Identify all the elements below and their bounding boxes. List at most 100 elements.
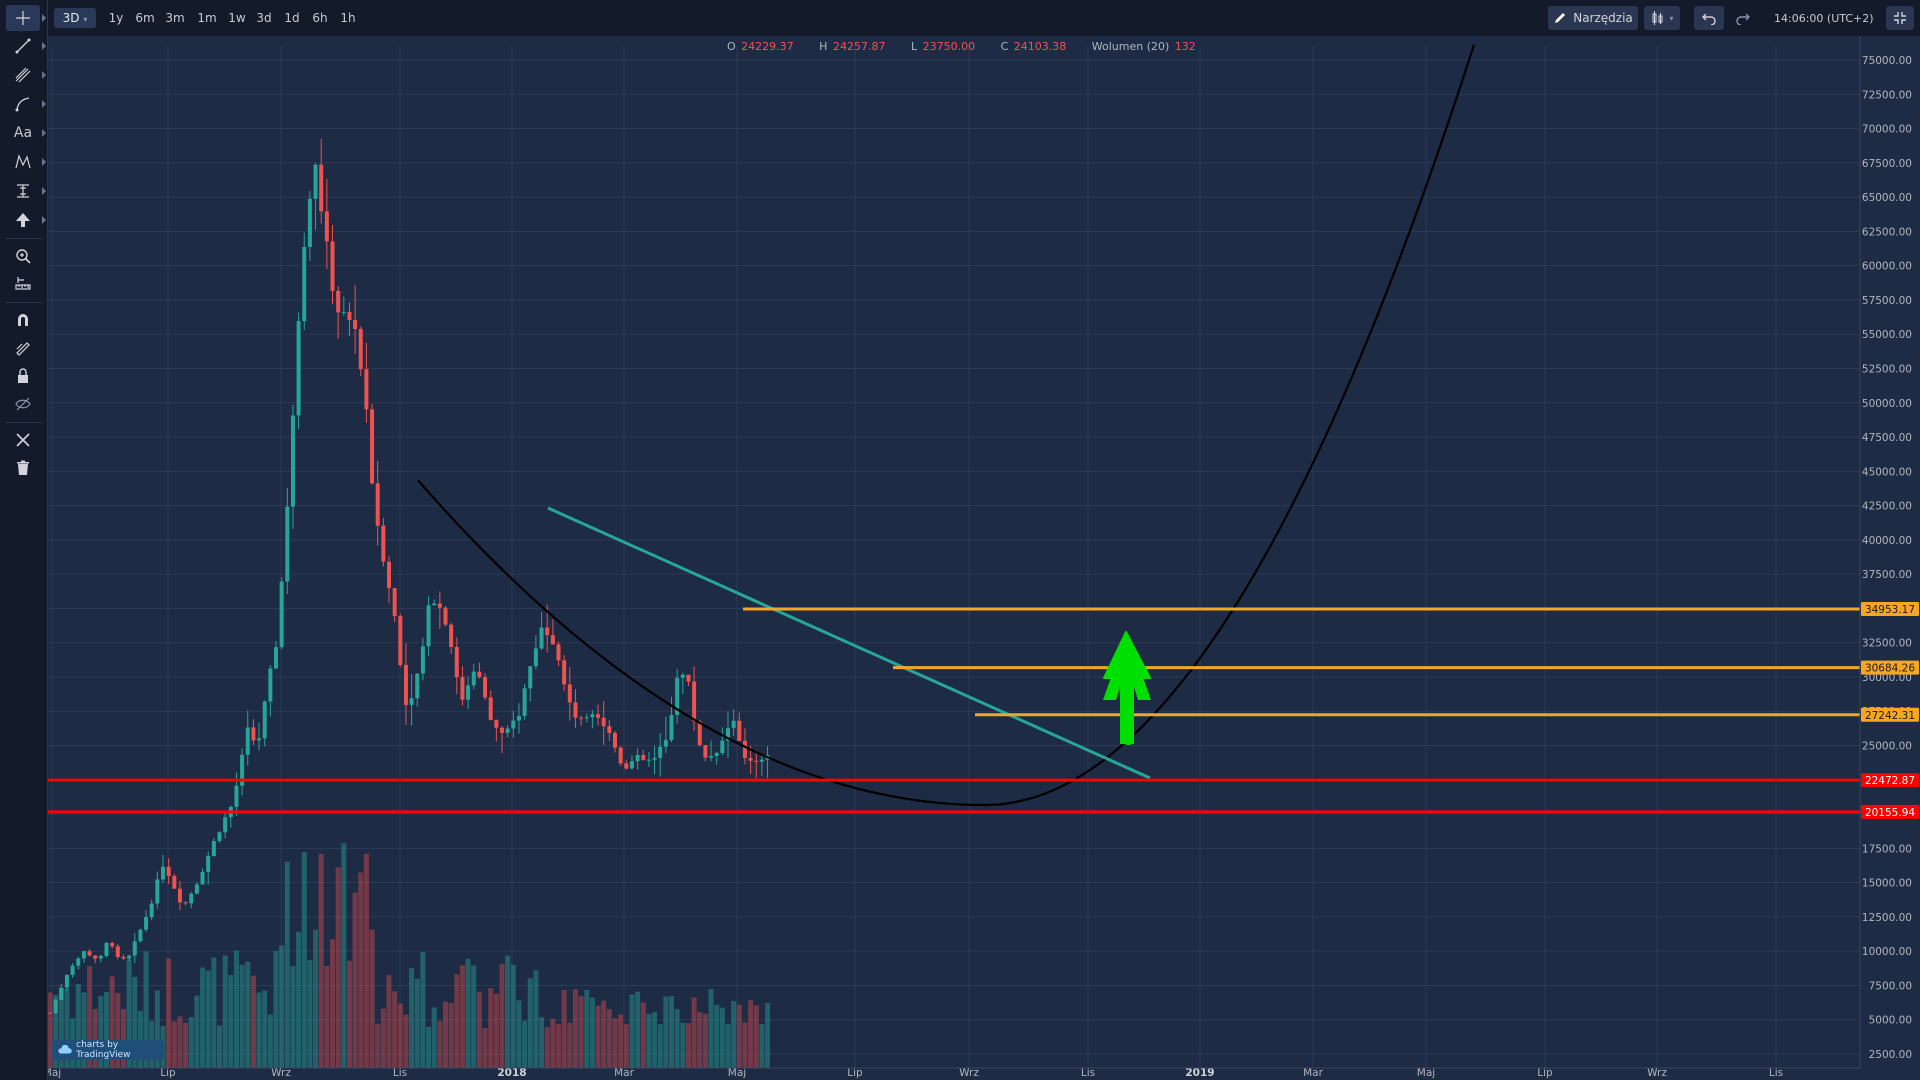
volume-bar [183,1022,189,1068]
ruler-tool[interactable] [6,271,40,297]
hide-drawings-tool[interactable] [6,391,40,417]
high-value: 24257.87 [832,40,886,53]
candles [48,138,770,1015]
candle-body [663,740,668,747]
fullscreen-button[interactable] [1886,6,1914,30]
drawing-mode-tool[interactable] [6,335,40,361]
price-tick-label: 2500.00 [1869,1049,1912,1061]
price-tick-label: 62500.00 [1862,226,1912,238]
zoom-tool[interactable] [6,243,40,269]
volume-bar [420,952,426,1068]
candle-body [426,605,431,647]
range-1w[interactable]: 1w [228,11,246,25]
volume-bar [369,929,375,1068]
candle-body [562,660,567,685]
price-tick-label: 72500.00 [1862,89,1912,101]
time-axis[interactable]: Maj Lip Wrz Lis 2018 Mar Maj Lip Wrz Lis 2019 Mar Ma… [43,1067,1860,1079]
range-6m[interactable]: 6m [135,11,155,25]
level-tag [1861,804,1919,819]
trend-line-tool[interactable] [6,33,46,59]
volume-bar [629,994,635,1068]
volume-bar [346,960,352,1068]
price-tick-label: 10000.00 [1862,946,1912,958]
candle-body [415,673,420,699]
delete-button[interactable] [6,455,40,481]
crosshair-tool[interactable] [6,5,46,31]
magnet-tool[interactable] [6,307,40,333]
tools-button[interactable]: Narzędzia [1548,6,1638,30]
clock: 14:06:00 (UTC+2) [1774,12,1874,25]
measure-tool[interactable] [6,178,46,204]
candle-body [200,872,205,885]
level-tag-label: 30684.26 [1865,663,1915,675]
time-tick-label: Wrz [1647,1067,1667,1079]
price-tick-label: 55000.00 [1862,329,1912,341]
volume-bar [714,1004,720,1068]
range-3d[interactable]: 3d [256,11,272,25]
price-tick-label: 75000.00 [1862,55,1912,67]
remove-tools-button[interactable] [6,427,40,453]
price-tick-label: 7500.00 [1869,980,1912,992]
volume-bar [522,1020,528,1068]
candle-body [511,720,516,729]
candle-body [432,603,437,606]
volume-bar [137,1010,143,1068]
volume-bar [279,945,285,1068]
volume-bar [561,990,567,1068]
volume-bar [233,950,239,1068]
pitchfork-tool[interactable] [6,62,46,88]
candle-body [104,942,109,956]
ohlc-legend: O 24229.37 H 24257.87 L 23750.00 C 24103… [727,40,1218,53]
tradingview-watermark[interactable]: charts by TradingView [52,1040,164,1060]
redo-button[interactable] [1728,6,1758,30]
price-axis[interactable]: 2500.00 5000.00 7500.00 10000.00 12500.00 150… [1859,0,1920,1080]
candle-body [53,999,58,1013]
pattern-tool[interactable] [6,149,46,175]
candle-body [81,951,86,959]
lock-icon [18,368,28,383]
candle-body [652,757,657,760]
price-tick-label: 70000.00 [1862,124,1912,136]
volume-bar [352,892,358,1068]
lock-tool[interactable] [6,363,40,389]
candle-body [488,697,493,720]
candle-body [98,955,103,959]
brush-tool[interactable] [6,91,46,117]
volume-bar [578,996,584,1068]
candle-body [161,866,165,880]
candle-body [223,817,228,833]
candle-body [686,674,691,682]
volume-bar [702,1013,708,1068]
range-6h[interactable]: 6h [312,11,328,25]
time-tick-label: Wrz [959,1067,979,1079]
volume-bar [476,991,482,1068]
candle-body [737,720,742,741]
volume-bar [652,1012,658,1068]
text-tool[interactable]: Aa [6,120,46,146]
volume-bar [273,951,279,1068]
candle-body [262,701,267,739]
arrow-tool[interactable] [6,207,46,233]
range-3m[interactable]: 3m [165,11,185,25]
undo-button[interactable] [1694,6,1724,30]
level-tag-label: 20155.94 [1865,807,1915,819]
range-1m[interactable]: 1m [197,11,217,25]
candle-body [596,714,601,718]
range-1h[interactable]: 1h [340,11,356,25]
volume-bar [448,1003,454,1068]
candle-body [697,721,702,746]
drawing-mode-icon [16,342,30,356]
candle-type-button[interactable]: ▾ [1644,6,1680,30]
range-select[interactable]: 3D ▾ [54,8,96,28]
candle-body [48,1012,52,1014]
time-tick-label: Lip [160,1067,176,1079]
volume-bar [98,995,104,1068]
volume-bar [601,1000,607,1068]
range-1y[interactable]: 1y [108,11,124,25]
range-1d[interactable]: 1d [284,11,300,25]
time-tick-label: Mar [1303,1067,1323,1079]
volume-bar [126,959,132,1068]
candle-body [579,717,584,719]
candle-body [127,955,132,959]
